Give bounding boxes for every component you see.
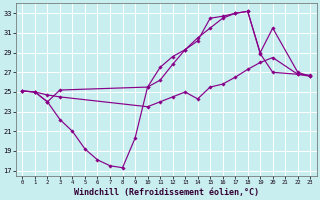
X-axis label: Windchill (Refroidissement éolien,°C): Windchill (Refroidissement éolien,°C): [74, 188, 259, 197]
